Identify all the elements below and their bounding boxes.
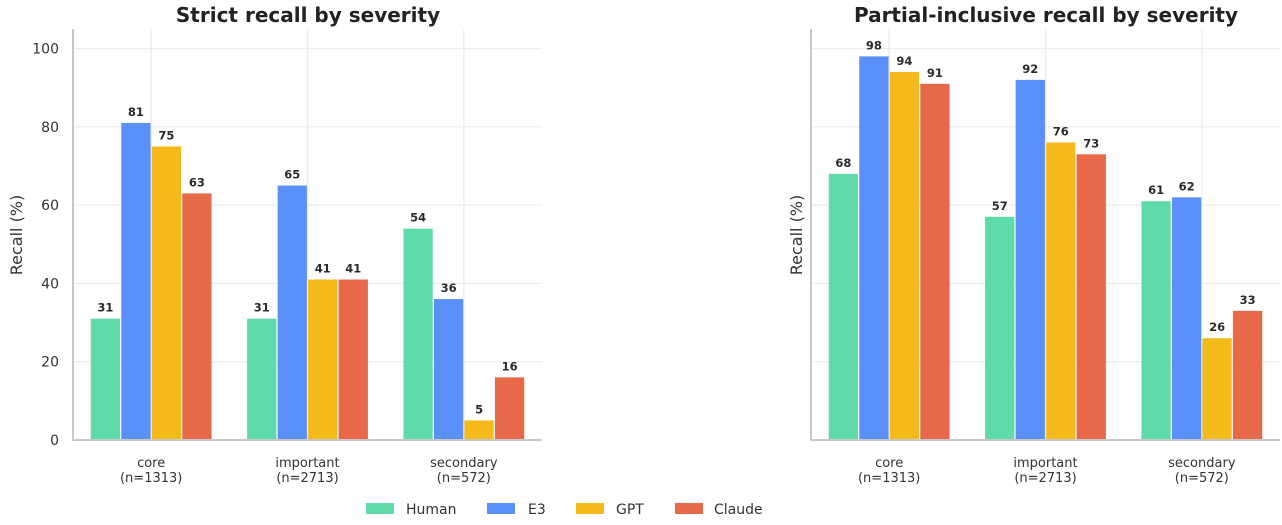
legend-label-gpt: GPT bbox=[616, 502, 644, 518]
x-tick-label: (n=1313) bbox=[858, 471, 920, 486]
data-label: 68 bbox=[835, 156, 851, 170]
bar-e3-important bbox=[1015, 79, 1045, 440]
bar-claude-core bbox=[920, 83, 950, 441]
bar-human-important bbox=[985, 216, 1015, 440]
data-label: 92 bbox=[1022, 62, 1038, 76]
data-label: 76 bbox=[1053, 125, 1069, 139]
x-tick-label: (n=572) bbox=[1175, 471, 1229, 486]
bar-gpt-important bbox=[1046, 142, 1076, 440]
data-label: 73 bbox=[1083, 136, 1099, 150]
data-label: 54 bbox=[410, 211, 426, 225]
data-label: 57 bbox=[992, 199, 1008, 213]
data-label: 61 bbox=[1148, 183, 1164, 197]
bar-e3-secondary bbox=[433, 299, 464, 440]
y-tick-label: 60 bbox=[41, 198, 59, 214]
data-label: 81 bbox=[128, 105, 144, 119]
bar-gpt-core bbox=[151, 146, 182, 440]
partial-inclusive-recall-panel: Partial-inclusive recall by severity Rec… bbox=[787, 3, 1280, 486]
bar-gpt-important bbox=[308, 279, 338, 440]
x-tick-label: core bbox=[137, 456, 165, 471]
legend-swatch-human bbox=[366, 503, 394, 514]
data-label: 36 bbox=[441, 281, 457, 295]
x-tick-label: important bbox=[1013, 456, 1077, 471]
x-tick-label: (n=1313) bbox=[120, 471, 182, 486]
data-label: 16 bbox=[502, 359, 518, 373]
data-label: 31 bbox=[254, 301, 270, 315]
bar-human-secondary bbox=[403, 228, 433, 440]
data-label: 5 bbox=[475, 402, 483, 416]
data-label: 31 bbox=[97, 301, 113, 315]
data-label: 98 bbox=[866, 38, 882, 52]
bar-gpt-secondary bbox=[1202, 338, 1232, 440]
bar-e3-core bbox=[859, 56, 889, 441]
legend-swatch-e3 bbox=[487, 503, 515, 514]
bar-gpt-core bbox=[889, 72, 920, 441]
bar-claude-important bbox=[1076, 154, 1106, 440]
legend-label-e3: E3 bbox=[528, 502, 546, 518]
bar-human-important bbox=[247, 318, 277, 440]
data-label: 65 bbox=[284, 168, 300, 182]
bar-claude-secondary bbox=[494, 377, 525, 440]
y-tick-label: 80 bbox=[41, 120, 59, 136]
bar-e3-important bbox=[277, 185, 307, 440]
data-label: 33 bbox=[1240, 293, 1256, 307]
bar-claude-core bbox=[182, 193, 212, 440]
legend-label-human: Human bbox=[406, 502, 457, 518]
data-label: 62 bbox=[1179, 179, 1195, 193]
bar-e3-secondary bbox=[1171, 197, 1202, 440]
data-label: 26 bbox=[1209, 320, 1225, 334]
y-tick-label: 100 bbox=[32, 42, 59, 58]
y-tick-label: 40 bbox=[41, 276, 59, 292]
legend-label-claude: Claude bbox=[714, 502, 763, 518]
grid bbox=[73, 29, 542, 441]
x-tick-label: important bbox=[275, 456, 339, 471]
strict-recall-panel: Strict recall by severity Recall (%) 0 20… bbox=[7, 3, 542, 486]
bar-claude-secondary bbox=[1232, 310, 1263, 440]
x-tick-label: secondary bbox=[430, 456, 498, 471]
x-tick-label: core bbox=[875, 456, 903, 471]
legend: Human E3 GPT Claude bbox=[366, 502, 763, 518]
bar-claude-important bbox=[338, 279, 368, 440]
x-tick-label: (n=2713) bbox=[1014, 471, 1076, 486]
chart-title: Strict recall by severity bbox=[176, 3, 440, 27]
legend-swatch-gpt bbox=[576, 503, 604, 514]
data-label: 94 bbox=[896, 54, 912, 68]
y-tick-label: 20 bbox=[41, 355, 59, 371]
data-label: 63 bbox=[189, 175, 205, 189]
data-label: 91 bbox=[927, 66, 943, 80]
data-label: 75 bbox=[158, 128, 174, 142]
y-axis-label: Recall (%) bbox=[787, 195, 806, 276]
chart-title: Partial-inclusive recall by severity bbox=[854, 3, 1238, 27]
y-axis-label: Recall (%) bbox=[7, 195, 26, 276]
bar-human-core bbox=[90, 318, 121, 440]
bar-gpt-secondary bbox=[464, 420, 494, 440]
x-tick-label: (n=572) bbox=[437, 471, 491, 486]
y-tick-label: 0 bbox=[50, 433, 59, 449]
bar-human-core bbox=[828, 173, 859, 441]
x-tick-label: secondary bbox=[1168, 456, 1236, 471]
data-label: 41 bbox=[345, 262, 361, 276]
bar-e3-core bbox=[121, 122, 151, 440]
legend-swatch-claude bbox=[675, 503, 703, 514]
x-tick-label: (n=2713) bbox=[276, 471, 338, 486]
data-label: 41 bbox=[315, 262, 331, 276]
bar-human-secondary bbox=[1141, 201, 1171, 440]
